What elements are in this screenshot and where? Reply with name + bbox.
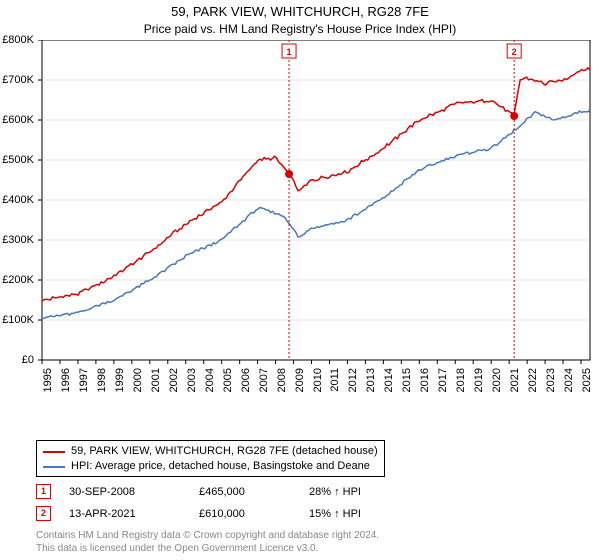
chart-area: 12 £0£100K£200K£300K£400K£500K£600K£700K… bbox=[0, 40, 600, 400]
legend-swatch-subject bbox=[43, 451, 65, 453]
x-tick-label: 2023 bbox=[545, 368, 557, 398]
y-tick-label: £400K bbox=[0, 194, 34, 206]
x-tick-label: 2014 bbox=[383, 368, 395, 398]
x-tick-label: 1996 bbox=[60, 368, 72, 398]
y-tick-label: £200K bbox=[0, 274, 34, 286]
x-tick-label: 2024 bbox=[563, 368, 575, 398]
x-tick-label: 2021 bbox=[509, 368, 521, 398]
x-tick-label: 2012 bbox=[347, 368, 359, 398]
sale-marker-1-icon: 1 bbox=[36, 484, 51, 499]
x-tick-label: 2008 bbox=[276, 368, 288, 398]
legend-label-subject: 59, PARK VIEW, WHITCHURCH, RG28 7FE (det… bbox=[71, 444, 378, 459]
x-tick-label: 2006 bbox=[240, 368, 252, 398]
svg-text:1: 1 bbox=[287, 47, 292, 57]
sale-1-price: £465,000 bbox=[199, 486, 309, 498]
x-tick-label: 1999 bbox=[114, 368, 126, 398]
x-tick-label: 2013 bbox=[365, 368, 377, 398]
x-tick-label: 2025 bbox=[581, 368, 593, 398]
sale-1-date: 30-SEP-2008 bbox=[69, 486, 199, 498]
x-tick-label: 2010 bbox=[312, 368, 324, 398]
x-tick-label: 1995 bbox=[42, 368, 54, 398]
legend-item-hpi: HPI: Average price, detached house, Basi… bbox=[43, 459, 378, 474]
sale-2-date: 13-APR-2021 bbox=[69, 508, 199, 520]
x-tick-label: 2000 bbox=[132, 368, 144, 398]
y-tick-label: £800K bbox=[0, 34, 34, 46]
sale-marker-2-icon: 2 bbox=[36, 506, 51, 521]
legend: 59, PARK VIEW, WHITCHURCH, RG28 7FE (det… bbox=[36, 440, 385, 477]
x-tick-label: 2022 bbox=[527, 368, 539, 398]
sale-row-1: 1 30-SEP-2008 £465,000 28% ↑ HPI bbox=[36, 484, 361, 499]
line-chart-svg: 12 bbox=[0, 40, 600, 400]
x-tick-label: 2003 bbox=[186, 368, 198, 398]
x-tick-label: 2016 bbox=[419, 368, 431, 398]
x-tick-label: 2001 bbox=[150, 368, 162, 398]
svg-text:2: 2 bbox=[512, 47, 517, 57]
x-tick-label: 2002 bbox=[168, 368, 180, 398]
y-tick-label: £500K bbox=[0, 154, 34, 166]
y-tick-label: £100K bbox=[0, 314, 34, 326]
legend-item-subject: 59, PARK VIEW, WHITCHURCH, RG28 7FE (det… bbox=[43, 444, 378, 459]
sale-2-price: £610,000 bbox=[199, 508, 309, 520]
x-tick-label: 1998 bbox=[96, 368, 108, 398]
y-tick-label: £600K bbox=[0, 114, 34, 126]
sale-row-2: 2 13-APR-2021 £610,000 15% ↑ HPI bbox=[36, 506, 361, 521]
x-tick-label: 2015 bbox=[401, 368, 413, 398]
sale-1-diff: 28% ↑ HPI bbox=[309, 486, 361, 498]
x-tick-label: 2020 bbox=[491, 368, 503, 398]
footnote-2: This data is licensed under the Open Gov… bbox=[36, 543, 318, 554]
x-tick-label: 2011 bbox=[329, 368, 341, 398]
legend-label-hpi: HPI: Average price, detached house, Basi… bbox=[71, 459, 370, 474]
title-line2: Price paid vs. HM Land Registry's House … bbox=[0, 22, 600, 36]
y-tick-label: £700K bbox=[0, 74, 34, 86]
x-tick-label: 1997 bbox=[78, 368, 90, 398]
x-tick-label: 2005 bbox=[222, 368, 234, 398]
x-tick-label: 2009 bbox=[294, 368, 306, 398]
legend-swatch-hpi bbox=[43, 466, 65, 468]
x-tick-label: 2007 bbox=[258, 368, 270, 398]
title-line1: 59, PARK VIEW, WHITCHURCH, RG28 7FE bbox=[0, 4, 600, 19]
x-tick-label: 2004 bbox=[204, 368, 216, 398]
x-tick-label: 2019 bbox=[473, 368, 485, 398]
footnote-1: Contains HM Land Registry data © Crown c… bbox=[36, 530, 379, 541]
x-tick-label: 2018 bbox=[455, 368, 467, 398]
x-tick-label: 2017 bbox=[437, 368, 449, 398]
y-tick-label: £300K bbox=[0, 234, 34, 246]
y-tick-label: £0 bbox=[0, 354, 34, 366]
sale-2-diff: 15% ↑ HPI bbox=[309, 508, 361, 520]
